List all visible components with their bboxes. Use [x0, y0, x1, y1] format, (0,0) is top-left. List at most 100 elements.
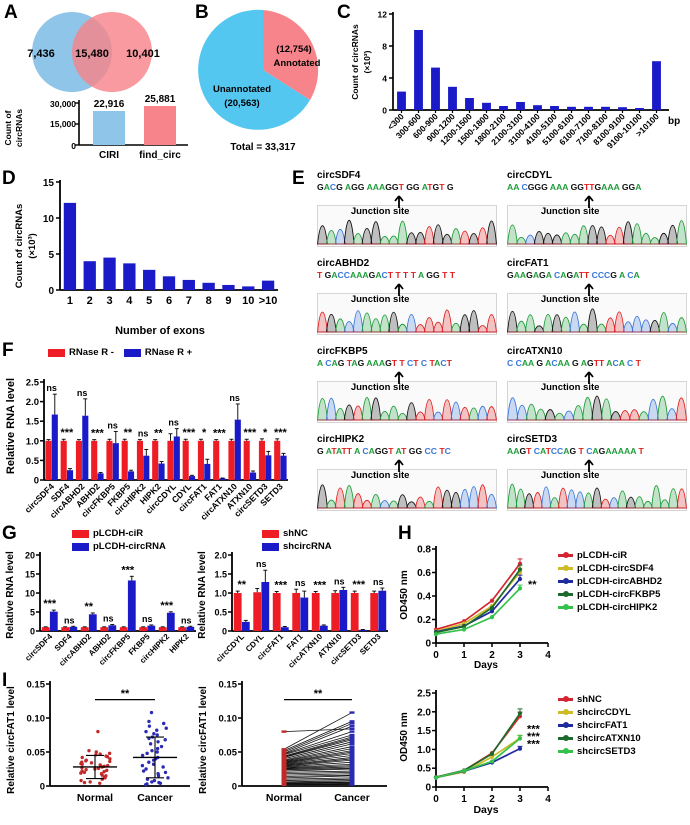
pair-line: [283, 738, 353, 758]
x-tick-label: >10: [259, 295, 278, 307]
legend-item: pLCDH-circHIPK2: [558, 601, 662, 614]
svg-text:2: 2: [489, 794, 495, 805]
data-point: [433, 775, 439, 780]
bar-ciri: [93, 111, 125, 145]
bar-value-ciri: 22,916: [94, 99, 125, 110]
normal-point: [281, 756, 287, 759]
bar: [234, 419, 241, 480]
pair-line: [283, 734, 353, 756]
series-line: [435, 737, 521, 779]
bar: [45, 440, 52, 480]
x-group-label: Cancer: [334, 792, 370, 804]
pair-line: [283, 741, 353, 760]
legend-label-rnase-minus: RNase R -: [69, 347, 114, 358]
bar: [219, 478, 226, 480]
bar: [414, 30, 423, 110]
svg-text:0: 0: [433, 650, 439, 661]
bar: [63, 202, 77, 290]
series-line: [435, 587, 521, 636]
legend-line-marker: [558, 603, 573, 610]
panel-c: C Count of circRNAs (×10³) bp 0 4 8 12 <300 3…: [335, 0, 690, 168]
bar: [311, 593, 320, 631]
series-line: [435, 569, 521, 634]
legend-item: pLCDH-circFKBP5: [558, 588, 662, 601]
significance-marker: ns: [295, 578, 306, 588]
chromatogram-sequence: AAGT CATCCAG T CAGAAAAA T: [507, 446, 644, 456]
bar: [178, 627, 187, 631]
panel-c-ylabel-1: Count of circRNAs: [350, 24, 360, 100]
bar: [88, 614, 97, 631]
junction-site-label: Junction site: [540, 382, 600, 393]
svg-text:0: 0: [425, 783, 431, 794]
panel-h-bottom-legend: shNC shcircCDYL shcircFAT1 shcircATXN10 shci…: [558, 693, 641, 758]
bar: [431, 67, 440, 110]
bar: [91, 440, 98, 480]
cancer-point: [349, 767, 355, 771]
bar: [241, 621, 250, 631]
y-axis-label-line1: Count of: [3, 110, 13, 145]
pair-line: [283, 774, 353, 777]
panel-e-label: E: [292, 168, 305, 189]
scatter-point: [144, 767, 148, 771]
significance-marker: ***: [91, 428, 105, 440]
scatter-point: [108, 759, 112, 764]
y-tick-15000: 15,000: [50, 119, 76, 129]
legend-line-marker: [558, 577, 573, 584]
bar: [97, 473, 104, 480]
bar: [80, 627, 89, 631]
normal-point: [281, 753, 287, 756]
svg-text:0.5: 0.5: [26, 456, 40, 467]
pair-line: [283, 723, 353, 753]
cancer-point: [349, 745, 355, 748]
legend-label: pLCDH-circFKBP5: [577, 589, 661, 600]
significance-marker: ns: [46, 383, 57, 393]
scatter-point: [148, 742, 153, 746]
data-point: [489, 598, 495, 603]
cancer-point: [349, 774, 355, 777]
pie-slice-annotated: [263, 10, 319, 100]
svg-text:15: 15: [43, 178, 55, 189]
scatter-point: [150, 748, 154, 753]
scatter-point: [149, 710, 154, 715]
data-point: [517, 586, 523, 591]
legend-item: pLCDH-circABHD2: [558, 575, 662, 588]
chromatogram-gene-name: circHIPK2: [317, 434, 365, 445]
scatter-point: [80, 762, 84, 766]
pair-line: [283, 768, 353, 772]
bar: [60, 440, 67, 480]
legend-label-rnase-plus: RNase R +: [144, 347, 193, 358]
bar: [182, 279, 195, 290]
svg-text:2: 2: [489, 650, 495, 661]
scatter-point: [100, 773, 104, 777]
chromatogram-trace: [317, 293, 497, 335]
cancer-point: [349, 757, 355, 760]
bar: [233, 593, 242, 631]
significance-marker: ns: [168, 418, 179, 428]
legend-line-marker: [558, 564, 573, 571]
chromatogram-sequence: G ATATT A CAGGT AT GG CC TC: [317, 446, 451, 456]
svg-text:0: 0: [425, 639, 431, 650]
junction-site-label: Junction site: [350, 294, 410, 305]
significance-marker: ns: [142, 614, 153, 624]
bar: [618, 107, 627, 110]
cancer-point: [349, 750, 355, 754]
scatter-point: [103, 776, 107, 780]
bar: [152, 440, 159, 480]
svg-text:0.05: 0.05: [27, 748, 46, 759]
pair-line: [283, 781, 353, 783]
significance-marker: ns: [107, 420, 118, 430]
legend-label: pLCDH-ciR: [577, 550, 628, 561]
normal-point: [281, 730, 287, 733]
pair-line: [283, 777, 353, 780]
normal-point: [281, 778, 287, 781]
x-tick-label: 6: [166, 295, 172, 307]
bar: [339, 589, 348, 631]
bar: [261, 581, 270, 631]
bar: [143, 455, 150, 480]
svg-text:4: 4: [545, 794, 551, 805]
chromatogram-gene-name: circSETD3: [507, 434, 558, 445]
x-label-findcirc: find_circ: [139, 150, 181, 161]
svg-text:0.15: 0.15: [27, 680, 46, 691]
bar: [49, 611, 58, 631]
data-point: [517, 576, 523, 582]
